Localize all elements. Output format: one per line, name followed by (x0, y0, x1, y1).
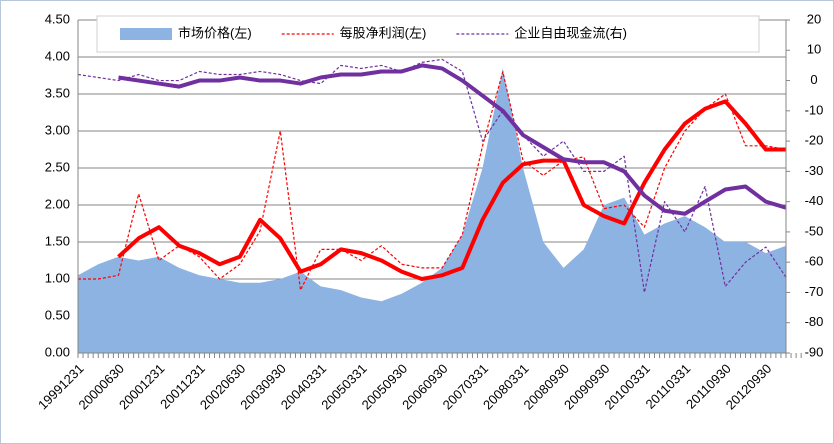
y-tick-label: 1.00 (45, 270, 70, 285)
y-tick-label: 2.50 (45, 159, 70, 174)
area (78, 68, 786, 353)
y-tick-label: 4.50 (45, 11, 70, 26)
y-tick-label: 2.00 (45, 196, 70, 211)
y2-tick-label: 20 (807, 11, 821, 26)
y-tick-label: 3.00 (45, 122, 70, 137)
y2-tick-label: -90 (805, 344, 824, 359)
line (118, 63, 787, 216)
y-tick-label: 3.50 (45, 85, 70, 100)
y-tick-label: 0.00 (45, 344, 70, 359)
y2-tick-label: -20 (805, 133, 824, 148)
y-tick-label: 4.00 (45, 48, 70, 63)
y2-tick-label: -70 (805, 284, 824, 299)
y2-tick-label: -60 (805, 254, 824, 269)
y2-tick-label: 0 (810, 72, 817, 87)
legend-label: 市场价格(左) (178, 25, 252, 40)
legend-label: 每股净利润(左) (340, 25, 427, 40)
legend-swatch (120, 28, 172, 40)
line (78, 71, 787, 291)
line (77, 58, 787, 294)
y-tick-label: 0.50 (45, 307, 70, 322)
y2-tick-label: -40 (805, 193, 824, 208)
legend-box (96, 15, 760, 53)
y2-tick-label: -30 (805, 163, 824, 178)
legend-label: 企业自由现金流(右) (514, 25, 627, 40)
y-tick-label: 1.50 (45, 233, 70, 248)
line (117, 99, 786, 281)
y2-tick-label: -10 (805, 102, 824, 117)
y2-tick-label: -80 (805, 314, 824, 329)
y2-tick-label: -50 (805, 223, 824, 238)
y2-tick-label: 10 (807, 42, 821, 57)
